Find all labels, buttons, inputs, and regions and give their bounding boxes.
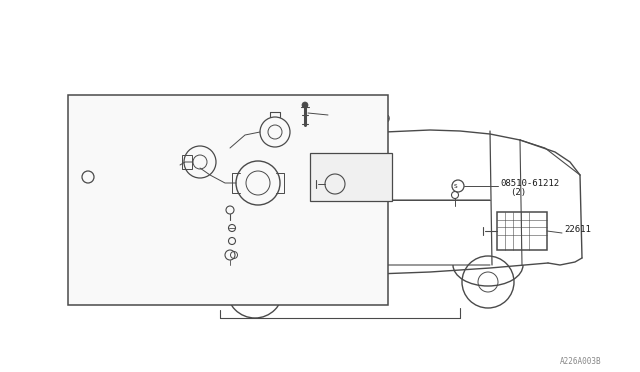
- Text: (2): (2): [510, 189, 526, 198]
- Bar: [182, 155, 192, 169]
- Text: <FED>: <FED>: [76, 100, 103, 109]
- Text: 08360-6255B: 08360-6255B: [243, 250, 298, 260]
- Bar: [497, 212, 547, 250]
- Text: (2): (2): [255, 260, 271, 269]
- Text: S: S: [84, 174, 88, 180]
- Text: -22360: -22360: [360, 167, 392, 176]
- Text: (2): (2): [106, 179, 122, 187]
- Text: -23719: -23719: [358, 115, 390, 125]
- Text: S: S: [226, 253, 230, 257]
- Circle shape: [302, 102, 308, 108]
- Text: A226A003B: A226A003B: [560, 357, 602, 366]
- Text: 08510-61212: 08510-61212: [500, 179, 559, 187]
- Text: S: S: [454, 183, 458, 189]
- Text: 22650: 22650: [218, 119, 245, 128]
- Text: 23772E: 23772E: [308, 174, 340, 183]
- Text: 23772C: 23772C: [260, 237, 292, 246]
- Text: 16860: 16860: [287, 97, 314, 106]
- Bar: [310, 153, 392, 201]
- Text: 08510-61652: 08510-61652: [96, 170, 155, 179]
- Text: 23772F: 23772F: [260, 224, 292, 232]
- Text: 22611: 22611: [564, 225, 591, 234]
- Text: (USA): (USA): [316, 158, 341, 167]
- Text: 23781E: 23781E: [330, 110, 362, 119]
- Bar: [68, 95, 388, 305]
- Text: 23771: 23771: [252, 205, 279, 215]
